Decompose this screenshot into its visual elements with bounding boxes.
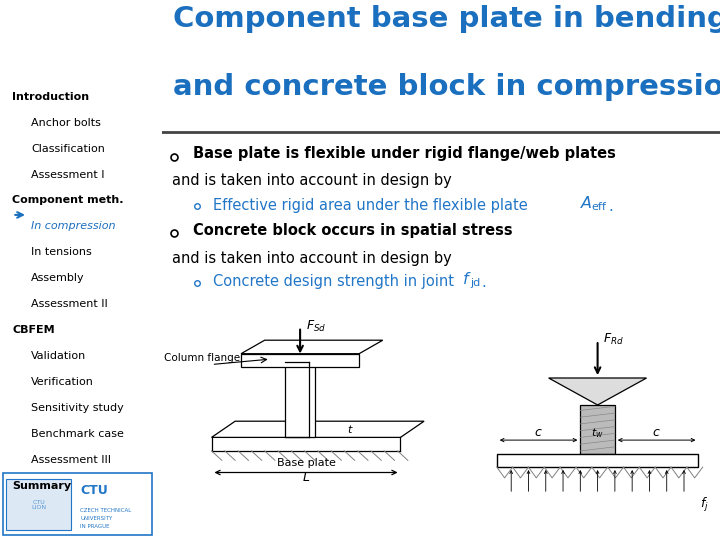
Text: Effective rigid area under the flexible plate: Effective rigid area under the flexible … bbox=[213, 198, 533, 213]
Text: Component meth.: Component meth. bbox=[12, 195, 124, 206]
Text: Classification: Classification bbox=[31, 144, 105, 154]
Text: Concrete design strength in joint: Concrete design strength in joint bbox=[213, 274, 459, 289]
Text: CZECH TECHNICAL: CZECH TECHNICAL bbox=[81, 508, 132, 513]
Text: Base plate is flexible under rigid flange/web plates: Base plate is flexible under rigid flang… bbox=[193, 146, 616, 161]
Text: In compression: In compression bbox=[31, 221, 115, 232]
Text: CTU: CTU bbox=[81, 484, 108, 497]
Text: IN PRAGUE: IN PRAGUE bbox=[81, 524, 110, 529]
Text: $c$: $c$ bbox=[652, 426, 661, 439]
Bar bbox=[285, 362, 315, 437]
Text: Assembly: Assembly bbox=[31, 273, 84, 284]
Text: $f_j$: $f_j$ bbox=[700, 496, 708, 514]
Text: Concrete block occurs in spatial stress: Concrete block occurs in spatial stress bbox=[193, 223, 513, 238]
Text: .: . bbox=[608, 199, 613, 214]
Text: Benchmark case: Benchmark case bbox=[31, 429, 124, 439]
Bar bbox=[241, 354, 359, 367]
Text: $A$: $A$ bbox=[580, 194, 593, 211]
Text: Introduction: Introduction bbox=[12, 92, 89, 102]
Text: $F_{Rd}$: $F_{Rd}$ bbox=[603, 332, 624, 347]
Text: jd: jd bbox=[471, 278, 481, 288]
Text: Verification: Verification bbox=[31, 377, 94, 387]
Text: $L$: $L$ bbox=[302, 470, 310, 484]
Text: Assessment I: Assessment I bbox=[31, 170, 104, 180]
Text: UNIVERSITY: UNIVERSITY bbox=[81, 516, 113, 521]
Text: and is taken into account in design by: and is taken into account in design by bbox=[172, 173, 451, 188]
Text: .: . bbox=[481, 275, 486, 291]
Bar bbox=[3, 472, 152, 535]
Text: eff: eff bbox=[591, 202, 606, 212]
Text: Anchor bolts: Anchor bolts bbox=[31, 118, 101, 128]
Bar bbox=[580, 405, 615, 454]
Bar bbox=[497, 454, 698, 467]
Text: Base plate: Base plate bbox=[276, 458, 336, 468]
Text: Column flange: Column flange bbox=[164, 353, 240, 363]
Text: $t_w$: $t_w$ bbox=[591, 426, 604, 440]
Text: CBFEM: CBFEM bbox=[12, 325, 55, 335]
Text: CTU
LION: CTU LION bbox=[31, 500, 46, 510]
Polygon shape bbox=[549, 378, 647, 405]
Text: $F_{Sd}$: $F_{Sd}$ bbox=[306, 319, 326, 334]
Text: Component base plate in bending: Component base plate in bending bbox=[173, 5, 720, 33]
Text: $f$: $f$ bbox=[462, 271, 472, 287]
Text: and concrete block in compression: and concrete block in compression bbox=[173, 73, 720, 101]
Text: $c$: $c$ bbox=[534, 426, 543, 439]
Text: Assessment II: Assessment II bbox=[31, 299, 108, 309]
Text: Summary: Summary bbox=[12, 481, 71, 491]
Text: and is taken into account in design by: and is taken into account in design by bbox=[172, 251, 451, 266]
Bar bbox=[6, 479, 71, 530]
Text: Validation: Validation bbox=[31, 351, 86, 361]
Text: In tensions: In tensions bbox=[31, 247, 91, 258]
Text: Sensitivity study: Sensitivity study bbox=[31, 403, 124, 413]
Text: $t$: $t$ bbox=[347, 423, 354, 435]
Polygon shape bbox=[241, 340, 383, 354]
Polygon shape bbox=[212, 421, 424, 437]
Text: Assessment III: Assessment III bbox=[31, 455, 111, 465]
